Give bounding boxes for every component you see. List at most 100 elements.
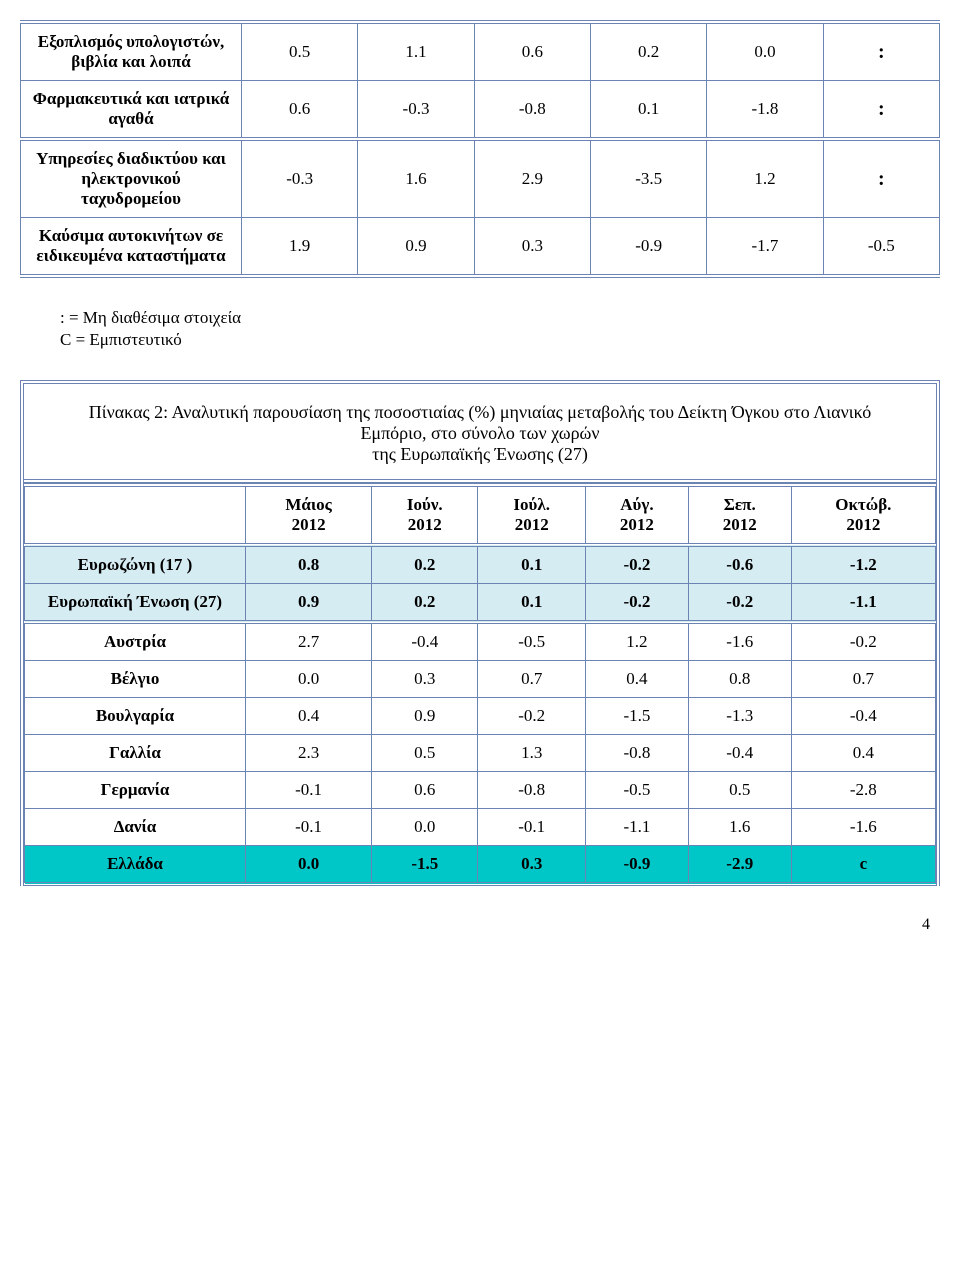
cell: 0.2 bbox=[372, 545, 478, 584]
table-2-container: Πίνακας 2: Αναλυτική παρουσίαση της ποσο… bbox=[20, 380, 940, 886]
table-1: Εξοπλισμός υπολογιστών, βιβλία και λοιπά… bbox=[20, 20, 940, 278]
table-row: Εξοπλισμός υπολογιστών, βιβλία και λοιπά… bbox=[21, 22, 940, 81]
cell: 2.7 bbox=[246, 622, 372, 661]
table-row: Γερμανία-0.10.6-0.8-0.50.5-2.8 bbox=[25, 772, 936, 809]
cell: 0.1 bbox=[478, 584, 586, 623]
cell: -0.2 bbox=[586, 545, 689, 584]
cell: 0.9 bbox=[372, 698, 478, 735]
table-2-header-row: Μάιος2012Ιούν.2012Ιούλ.2012Αύγ.2012Σεπ.2… bbox=[25, 485, 936, 545]
cell: 0.4 bbox=[791, 735, 935, 772]
column-header: Σεπ.2012 bbox=[688, 485, 791, 545]
column-header: Οκτώβ.2012 bbox=[791, 485, 935, 545]
cell: : bbox=[823, 22, 939, 81]
cell: -2.8 bbox=[791, 772, 935, 809]
cell: -1.6 bbox=[688, 622, 791, 661]
cell: 0.4 bbox=[586, 661, 689, 698]
cell: -0.1 bbox=[246, 809, 372, 846]
cell: -0.6 bbox=[688, 545, 791, 584]
cell: 0.6 bbox=[242, 81, 358, 140]
page-number: 4 bbox=[20, 916, 940, 934]
cell: 0.7 bbox=[791, 661, 935, 698]
cell: -0.2 bbox=[791, 622, 935, 661]
cell: -0.2 bbox=[478, 698, 586, 735]
table-row: Βέλγιο0.00.30.70.40.80.7 bbox=[25, 661, 936, 698]
cell: -0.5 bbox=[478, 622, 586, 661]
cell: -3.5 bbox=[590, 139, 706, 218]
row-label: Βέλγιο bbox=[25, 661, 246, 698]
column-header: Αύγ.2012 bbox=[586, 485, 689, 545]
header-blank bbox=[25, 485, 246, 545]
cell: 0.3 bbox=[478, 846, 586, 885]
cell: 0.0 bbox=[246, 661, 372, 698]
cell: : bbox=[823, 81, 939, 140]
table-row: Φαρμακευτικά και ιατρικά αγαθά0.6-0.3-0.… bbox=[21, 81, 940, 140]
title-line: Πίνακας 2: Αναλυτική παρουσίαση της ποσο… bbox=[54, 402, 906, 444]
note-confidential: C = Εμπιστευτικό bbox=[60, 330, 940, 350]
table-row: Ελλάδα0.0-1.50.3-0.9-2.9c bbox=[25, 846, 936, 885]
table-row: Καύσιμα αυτοκινήτων σε ειδικευμένα κατασ… bbox=[21, 218, 940, 277]
note-missing: : = Μη διαθέσιμα στοιχεία bbox=[60, 308, 940, 328]
cell: -2.9 bbox=[688, 846, 791, 885]
cell: 0.2 bbox=[372, 584, 478, 623]
cell: 0.9 bbox=[358, 218, 474, 277]
cell: 0.5 bbox=[688, 772, 791, 809]
cell: 0.4 bbox=[246, 698, 372, 735]
row-label: Ευρωπαϊκή Ένωση (27) bbox=[25, 584, 246, 623]
row-label: Ευρωζώνη (17 ) bbox=[25, 545, 246, 584]
cell: 1.1 bbox=[358, 22, 474, 81]
cell: -0.5 bbox=[823, 218, 939, 277]
cell: c bbox=[791, 846, 935, 885]
cell: 0.0 bbox=[246, 846, 372, 885]
cell: -0.2 bbox=[688, 584, 791, 623]
cell: -0.8 bbox=[478, 772, 586, 809]
column-header: Ιούν.2012 bbox=[372, 485, 478, 545]
cell: : bbox=[823, 139, 939, 218]
cell: -1.7 bbox=[707, 218, 823, 277]
cell: 1.3 bbox=[478, 735, 586, 772]
cell: 1.6 bbox=[358, 139, 474, 218]
cell: 0.1 bbox=[478, 545, 586, 584]
cell: 1.2 bbox=[707, 139, 823, 218]
table-row: Βουλγαρία0.40.9-0.2-1.5-1.3-0.4 bbox=[25, 698, 936, 735]
table-row: Υπηρεσίες διαδικτύου και ηλεκτρονικού τα… bbox=[21, 139, 940, 218]
legend-notes: : = Μη διαθέσιμα στοιχεία C = Εμπιστευτι… bbox=[60, 308, 940, 350]
cell: -0.1 bbox=[246, 772, 372, 809]
table-row: Αυστρία2.7-0.4-0.51.2-1.6-0.2 bbox=[25, 622, 936, 661]
row-label: Βουλγαρία bbox=[25, 698, 246, 735]
cell: -1.5 bbox=[586, 698, 689, 735]
row-label: Υπηρεσίες διαδικτύου και ηλεκτρονικού τα… bbox=[21, 139, 242, 218]
cell: 0.6 bbox=[372, 772, 478, 809]
title-line: της Ευρωπαϊκής Ένωσης (27) bbox=[54, 444, 906, 465]
table-row: Δανία-0.10.0-0.1-1.11.6-1.6 bbox=[25, 809, 936, 846]
cell: -0.9 bbox=[590, 218, 706, 277]
table-row: Ευρωπαϊκή Ένωση (27)0.90.20.1-0.2-0.2-1.… bbox=[25, 584, 936, 623]
cell: 1.2 bbox=[586, 622, 689, 661]
cell: 0.8 bbox=[246, 545, 372, 584]
table-2-body: Ευρωζώνη (17 )0.80.20.1-0.2-0.6-1.2Ευρωπ… bbox=[25, 545, 936, 884]
cell: 0.5 bbox=[242, 22, 358, 81]
table-row: Γαλλία2.30.51.3-0.8-0.40.4 bbox=[25, 735, 936, 772]
row-label: Αυστρία bbox=[25, 622, 246, 661]
column-header: Μάιος2012 bbox=[246, 485, 372, 545]
cell: 0.1 bbox=[590, 81, 706, 140]
table-1-body: Εξοπλισμός υπολογιστών, βιβλία και λοιπά… bbox=[21, 22, 940, 276]
row-label: Γαλλία bbox=[25, 735, 246, 772]
table-row: Ευρωζώνη (17 )0.80.20.1-0.2-0.6-1.2 bbox=[25, 545, 936, 584]
cell: 0.3 bbox=[474, 218, 590, 277]
cell: -1.1 bbox=[791, 584, 935, 623]
cell: 0.3 bbox=[372, 661, 478, 698]
cell: -0.4 bbox=[791, 698, 935, 735]
cell: -0.3 bbox=[242, 139, 358, 218]
cell: 0.2 bbox=[590, 22, 706, 81]
cell: -1.5 bbox=[372, 846, 478, 885]
cell: 2.9 bbox=[474, 139, 590, 218]
cell: 0.9 bbox=[246, 584, 372, 623]
row-label: Εξοπλισμός υπολογιστών, βιβλία και λοιπά bbox=[21, 22, 242, 81]
cell: -1.3 bbox=[688, 698, 791, 735]
row-label: Γερμανία bbox=[25, 772, 246, 809]
cell: -0.8 bbox=[586, 735, 689, 772]
cell: -0.1 bbox=[478, 809, 586, 846]
cell: -1.1 bbox=[586, 809, 689, 846]
row-label: Καύσιμα αυτοκινήτων σε ειδικευμένα κατασ… bbox=[21, 218, 242, 277]
cell: -0.2 bbox=[586, 584, 689, 623]
